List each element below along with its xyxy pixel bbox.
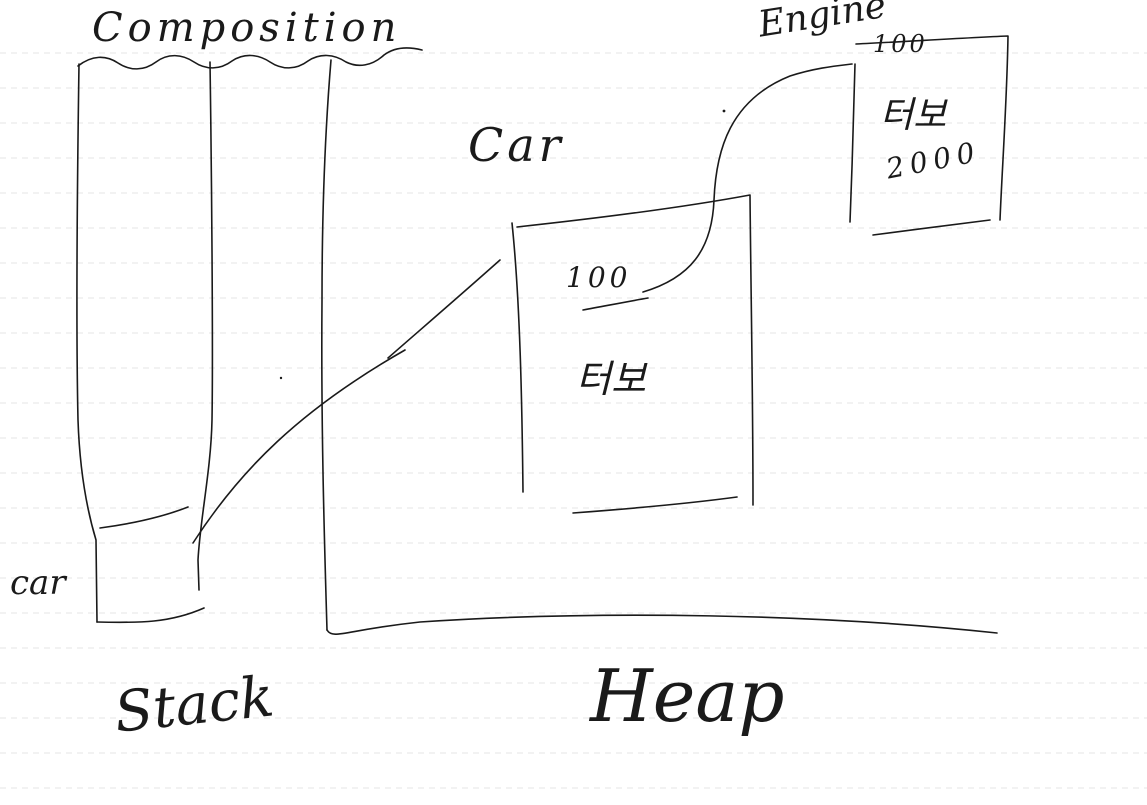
- heap-bottom-line: [326, 614, 998, 635]
- stack-left-wall: [76, 63, 98, 623]
- stack-car-slot-line: [99, 506, 189, 529]
- stray-dot: [279, 376, 283, 380]
- title-wavy-underline: [77, 47, 423, 70]
- car-field-name: 터보: [576, 357, 646, 401]
- car-field-underline: [582, 297, 649, 311]
- engine-field-name: 터보: [880, 95, 947, 136]
- car-reference-arrow: [192, 259, 501, 544]
- diagram-title: Composition: [92, 5, 402, 51]
- engine-object-box: [849, 35, 1009, 236]
- ruled-lines: [0, 52, 1147, 789]
- stack-middle-wall: [197, 61, 214, 591]
- car-field-number: 100: [566, 261, 632, 294]
- car-class-label: Car: [468, 118, 565, 172]
- engine-reference-arrow: [642, 63, 853, 293]
- stray-dot: [722, 109, 726, 113]
- stack-label: Stack: [111, 664, 277, 746]
- heap-left-wall: [321, 59, 332, 631]
- stack-bottom-line: [96, 607, 205, 624]
- engine-field-number: 100: [873, 30, 928, 58]
- heap-label: Heap: [590, 654, 785, 738]
- stack-variable-label: car: [10, 563, 66, 603]
- car-object-box: [511, 194, 754, 514]
